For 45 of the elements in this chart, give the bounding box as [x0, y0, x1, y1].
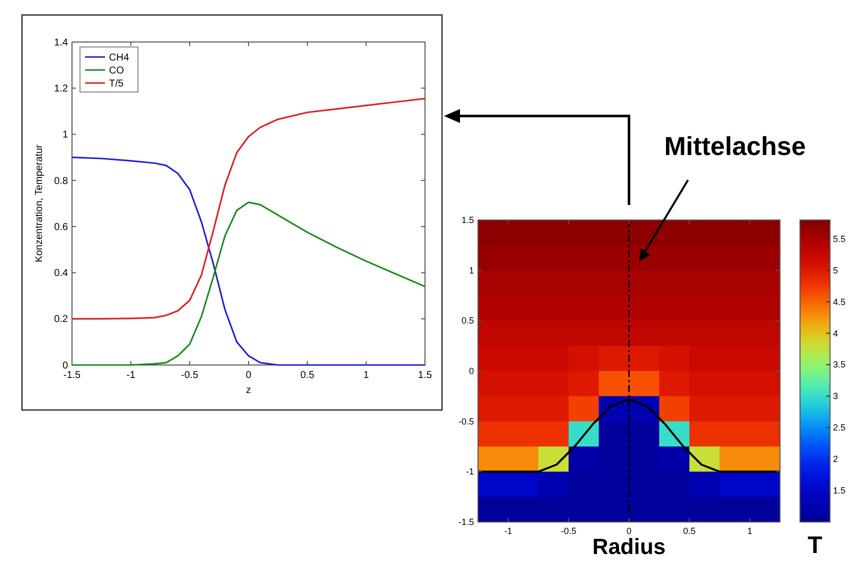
x-tick-label: 0.5	[683, 526, 696, 536]
x-tick-label: 1	[363, 370, 370, 381]
y-tick-label: 0.5	[461, 316, 474, 326]
x-tick-label: 1	[747, 526, 752, 536]
y-tick-label: 1	[468, 265, 474, 276]
y-tick-label: 0.8	[54, 176, 68, 187]
legend-label: CH4	[109, 52, 130, 64]
x-tick-label: 0	[626, 526, 632, 536]
x-tick-label: -1	[126, 370, 136, 381]
color-bar-label: 1.5	[833, 486, 846, 496]
y-tick-label: 0	[62, 360, 68, 372]
color-bar-label: 2.5	[833, 422, 846, 433]
y-tick-label: -1	[466, 466, 474, 477]
x-tick-label: 0	[246, 370, 252, 381]
color-bar-label: 2	[833, 454, 838, 464]
y-tick-label: 0.4	[54, 268, 68, 280]
color-bar-title: T	[808, 532, 823, 559]
color-bar-label: 4	[833, 328, 838, 338]
y-tick-label: 0.2	[54, 314, 68, 326]
y-tick-label: 0.6	[54, 222, 68, 233]
x-axis-title: Radius	[592, 534, 666, 559]
y-tick-label: 1.5	[461, 215, 474, 225]
legend-label: T/5	[109, 78, 124, 90]
x-tick-label: -0.5	[560, 526, 576, 536]
y-tick-label: 1	[62, 130, 68, 141]
color-bar-label: 5.5	[833, 234, 846, 244]
line-series	[71, 202, 426, 366]
legend-label: CO	[109, 66, 124, 76]
x-tick-label: -1	[504, 526, 512, 536]
x-tick-label: 1.5	[418, 370, 432, 381]
y-axis-title: Konzentration, Temperatur	[34, 144, 45, 262]
y-tick-label: 1.4	[54, 37, 68, 48]
y-tick-label: 1.2	[54, 83, 68, 94]
line-series	[71, 98, 426, 320]
color-bar-label: 5	[833, 265, 838, 276]
x-tick-label: 0.5	[300, 370, 315, 381]
y-tick-label: -1.5	[458, 517, 474, 527]
x-axis-title: z	[246, 385, 251, 396]
color-bar-label: 4.5	[833, 296, 846, 307]
ref-line-label: Mittelachse	[664, 131, 806, 161]
y-tick-label: -0.5	[458, 416, 474, 426]
color-bar-label: 3.5	[833, 360, 846, 370]
x-tick-label: -0.5	[181, 370, 199, 381]
line-series	[71, 156, 426, 366]
color-bar-label: 3	[833, 391, 838, 402]
